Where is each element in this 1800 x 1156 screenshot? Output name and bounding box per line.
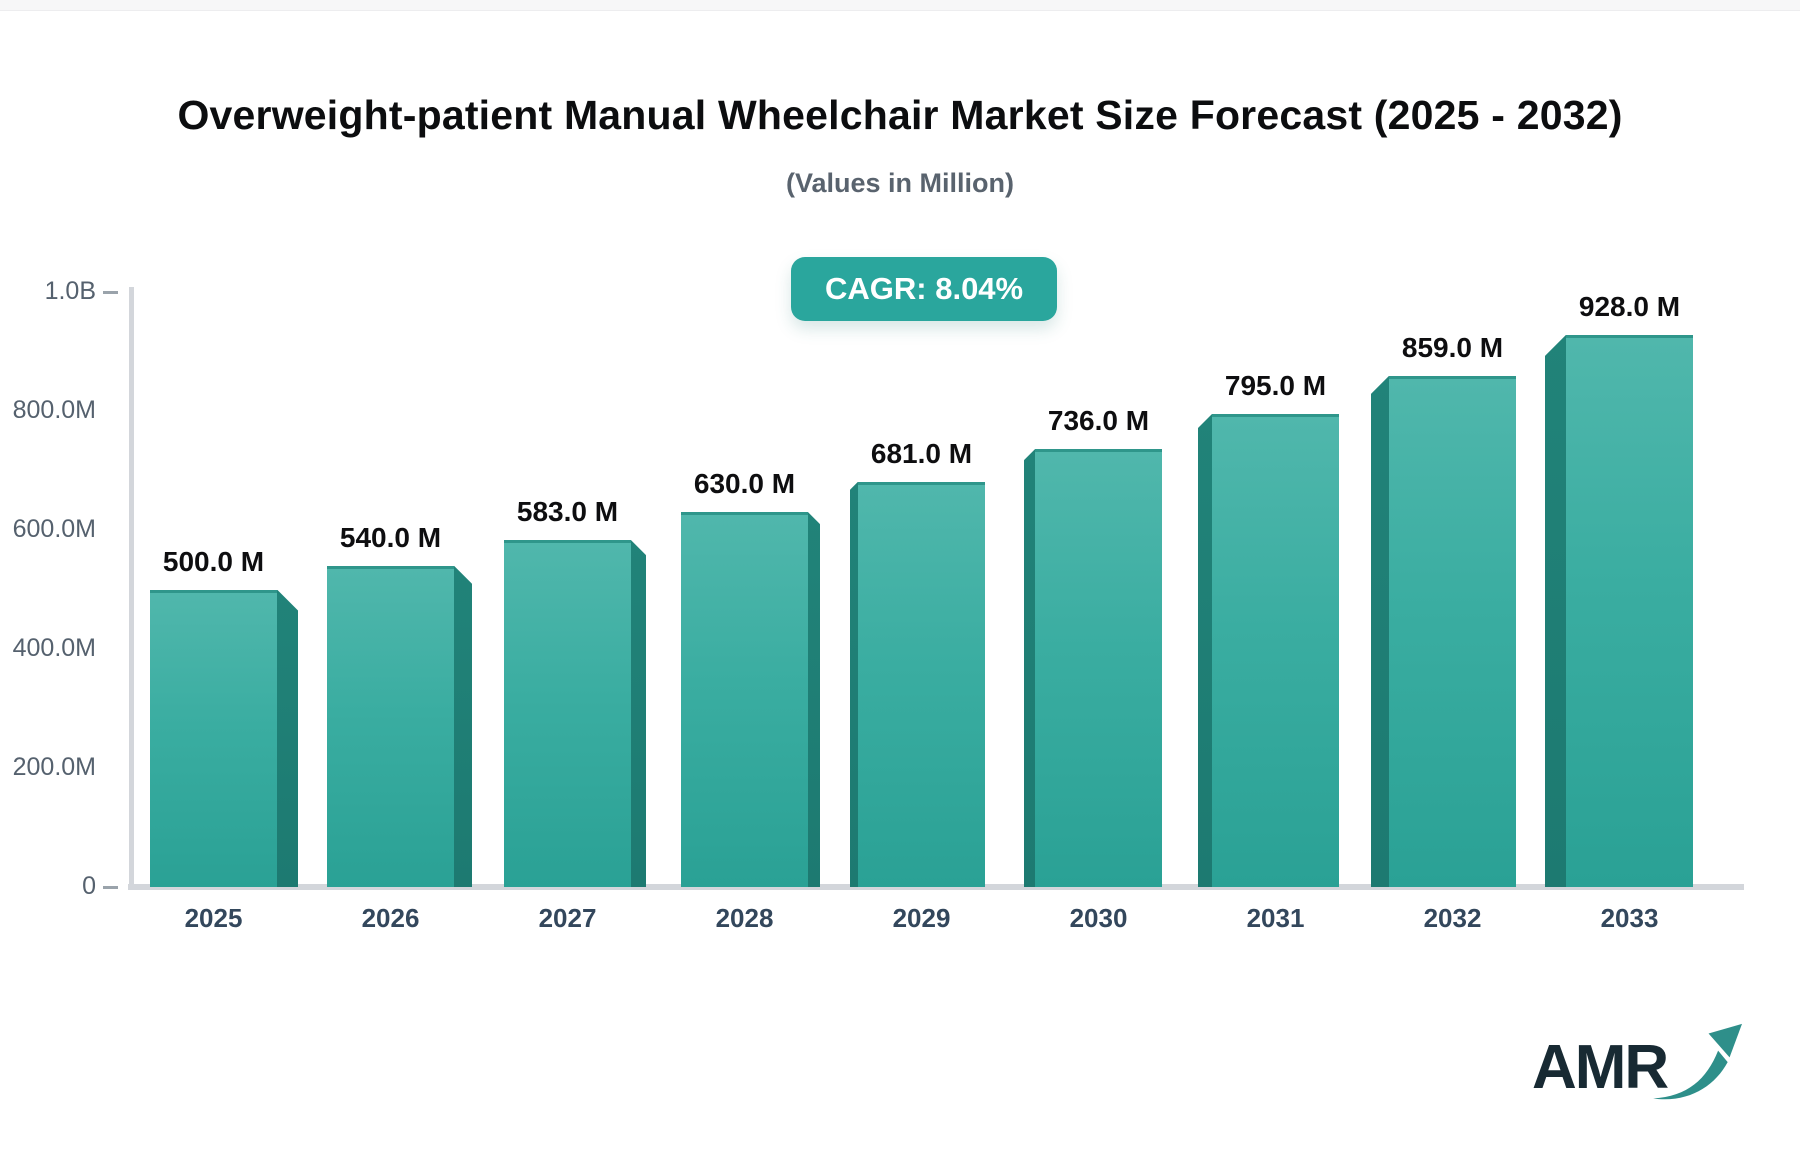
bar-3d-side: [631, 540, 646, 887]
y-axis-tick-mark: [103, 291, 118, 294]
x-axis-baseline: [128, 884, 1744, 890]
bar-value-label: 859.0 M: [1401, 331, 1504, 363]
bar-2025: [150, 589, 277, 887]
bar-2026: [327, 565, 454, 887]
window-top-strip: [0, 0, 1800, 11]
bar-3d-side: [454, 565, 472, 887]
cagr-badge: CAGR: 8.04%: [791, 257, 1058, 321]
x-axis-label: 2026: [361, 903, 420, 933]
x-axis-label: 2027: [538, 903, 597, 933]
bar-2030: [1035, 449, 1162, 887]
bar-2027: [504, 540, 631, 887]
y-axis-tick-label: 200.0M: [12, 753, 96, 781]
y-axis-tick-label: 600.0M: [12, 515, 96, 543]
cagr-badge-label: CAGR: 8.04%: [825, 271, 1024, 306]
y-axis-tick-label: 400.0M: [12, 634, 96, 662]
x-axis-label: 2031: [1246, 903, 1305, 933]
y-axis-tick-label: 800.0M: [12, 396, 96, 424]
bar-value-label: 795.0 M: [1224, 369, 1327, 401]
bar-2032: [1389, 375, 1516, 887]
chart-subtitle: (Values in Million): [785, 168, 1015, 198]
x-axis-label: 2032: [1423, 903, 1482, 933]
trend-up-arrow-icon: [1653, 1023, 1743, 1100]
bar-value-label: 928.0 M: [1578, 290, 1681, 322]
bar-3d-side: [1198, 413, 1212, 887]
bar-3d-side: [1545, 334, 1566, 887]
bar-value-label: 736.0 M: [1047, 405, 1150, 437]
y-axis-tick-label: 0: [82, 872, 96, 900]
bar-2029: [858, 481, 985, 887]
bar-3d-side: [277, 589, 298, 887]
amr-logo-text: AMR: [1532, 1033, 1669, 1102]
y-axis-line: [129, 287, 134, 889]
bar-3d-side: [1371, 375, 1389, 887]
x-axis-label: 2025: [184, 903, 243, 933]
bar-value-label: 540.0 M: [339, 521, 442, 553]
bar-2028: [681, 512, 808, 887]
x-axis-label: 2033: [1600, 903, 1659, 933]
amr-logo: AMR: [1532, 1023, 1747, 1108]
bar-3d-side: [850, 481, 858, 887]
x-axis-label: 2028: [715, 903, 774, 933]
x-axis-label: 2029: [892, 903, 951, 933]
y-axis-tick-mark: [103, 886, 118, 889]
bar-2033: [1566, 334, 1693, 887]
bar-value-label: 583.0 M: [516, 496, 619, 528]
chart-title: Overweight-patient Manual Wheelchair Mar…: [177, 92, 1623, 138]
bar-3d-side: [1024, 449, 1035, 887]
bar-3d-side: [808, 512, 820, 887]
bar-value-label: 681.0 M: [870, 437, 973, 469]
bar-value-label: 630.0 M: [693, 468, 796, 500]
x-axis-label: 2030: [1069, 903, 1128, 933]
bar-2031: [1212, 413, 1339, 887]
y-axis-tick-label: 1.0B: [44, 277, 96, 305]
bar-value-label: 500.0 M: [162, 545, 265, 577]
